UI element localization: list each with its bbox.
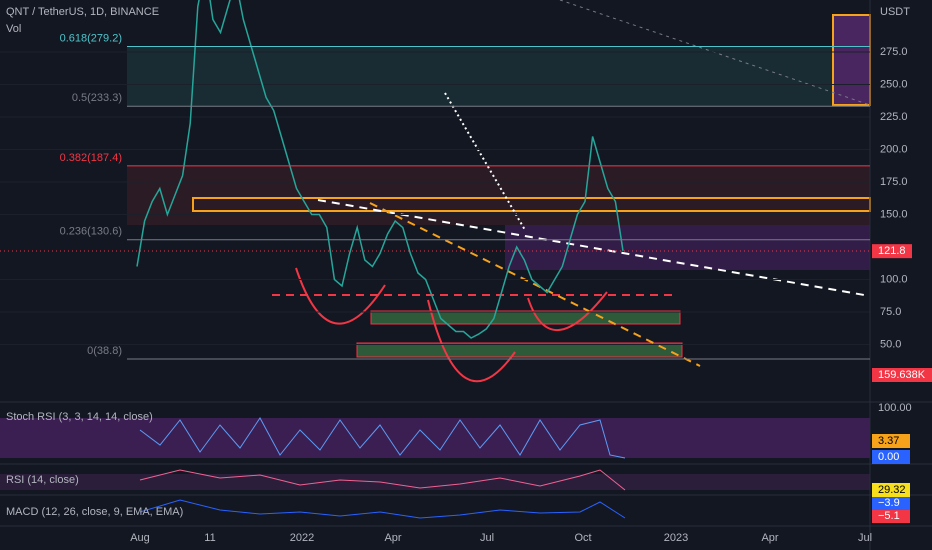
- fib-label: 0.618(279.2): [60, 32, 122, 44]
- price-tick-label: 150.0: [880, 208, 908, 220]
- stoch-top: 100.00: [878, 402, 912, 414]
- badge: [872, 510, 910, 523]
- macd-label: MACD (12, 26, close, 9, EMA, EMA): [6, 506, 183, 518]
- price-tick-label: 100.0: [880, 273, 908, 285]
- stoch-band: [0, 418, 870, 458]
- macd-value: −3.9: [878, 497, 900, 509]
- time-label: Jul: [480, 532, 494, 544]
- badge: [872, 434, 910, 448]
- time-label: Jul: [858, 532, 872, 544]
- price-tick-label: 175.0: [880, 176, 908, 188]
- time-label: Apr: [761, 532, 778, 544]
- price-tick-label: 75.0: [880, 306, 901, 318]
- time-label: 2023: [664, 532, 688, 544]
- price-tick-label: 225.0: [880, 111, 908, 123]
- rsi-band: [0, 474, 870, 490]
- target-box: [832, 14, 871, 106]
- stoch-k: 3.37: [878, 435, 899, 447]
- rsi-label: RSI (14, close): [6, 474, 79, 486]
- stoch-d: 0.00: [878, 451, 899, 463]
- fib-zone: [127, 46, 870, 106]
- badge: [872, 450, 910, 464]
- time-label: Aug: [130, 532, 150, 544]
- badge: [872, 497, 910, 510]
- time-label: 2022: [290, 532, 314, 544]
- pattern-curve: [295, 267, 386, 325]
- volume-badge: 159.638K: [878, 369, 926, 381]
- support-box: [370, 310, 681, 325]
- zone: [505, 225, 870, 270]
- trendline: [444, 92, 526, 231]
- fib-label: 0.5(233.3): [72, 92, 122, 104]
- last-price: 121.8: [878, 245, 906, 257]
- stoch-label: Stoch RSI (3, 3, 14, 14, close): [6, 411, 153, 423]
- symbol: QNT / TetherUS, 1D, BINANCE: [6, 6, 159, 18]
- rsi-value: 29.32: [878, 484, 906, 496]
- price-tick-label: 50.0: [880, 338, 901, 350]
- price-tick-label: 250.0: [880, 78, 908, 90]
- trendline: [369, 202, 701, 367]
- fib-zone: [127, 165, 870, 225]
- time-label: Apr: [384, 532, 401, 544]
- fib-label: 0.382(187.4): [60, 152, 122, 164]
- macd-signal: −5.1: [878, 510, 900, 522]
- support-box: [356, 342, 683, 358]
- price-line: [136, 0, 624, 339]
- rsi-line: [139, 469, 626, 491]
- price-tick-label: 275.0: [880, 46, 908, 58]
- fib-label: 0(38.8): [87, 345, 122, 357]
- volume-label: Vol: [6, 23, 21, 35]
- price-tick-label: 200.0: [880, 143, 908, 155]
- pattern-curve: [527, 291, 608, 331]
- price-pane: [136, 0, 624, 339]
- time-label: Oct: [574, 532, 591, 544]
- fib-label: 0.236(130.6): [60, 226, 122, 238]
- last-price-badge: [872, 244, 912, 259]
- badge: [872, 368, 932, 382]
- pattern-curve: [427, 299, 516, 383]
- macd-line: [139, 499, 626, 519]
- stoch-line: [139, 417, 626, 459]
- time-label: 11: [204, 532, 215, 544]
- price-unit: USDT: [880, 6, 910, 18]
- badge: [872, 483, 910, 497]
